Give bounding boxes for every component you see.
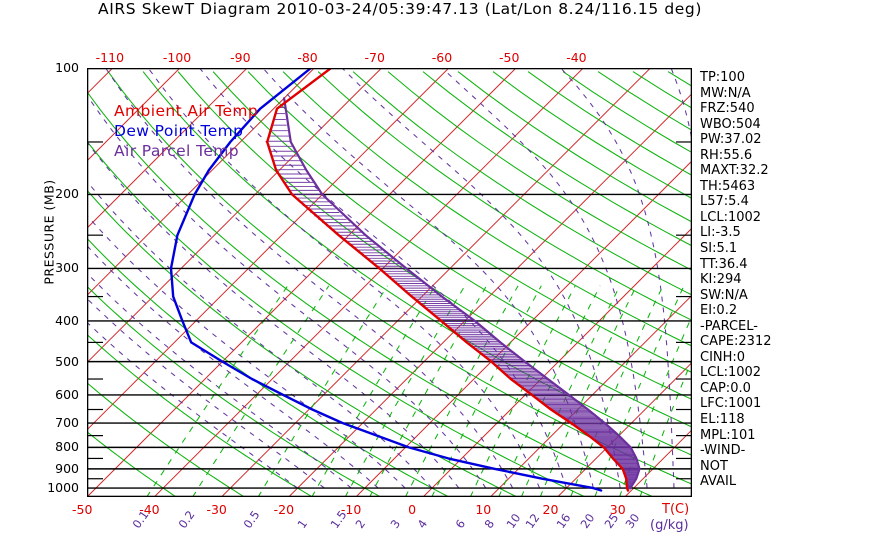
index-row-0: TP:100 — [700, 70, 745, 85]
bottom-temp-tick-10: 10 — [475, 502, 492, 517]
index-row-17: CAPE:2312 — [700, 334, 772, 350]
pressure-tick-900: 900 — [55, 460, 79, 476]
top-temp-tick--100: -100 — [162, 50, 192, 65]
pressure-tick-300: 300 — [55, 260, 79, 276]
mixing-ratio-tick-12: 12 — [522, 510, 543, 531]
mixing-ratio-tick-10: 10 — [503, 510, 524, 531]
index-row-12: TT:36.4 — [700, 256, 748, 272]
skewt-svg — [87, 68, 692, 497]
index-row-18: CINH:0 — [700, 349, 746, 365]
bottom-temp-tick--50: -50 — [72, 502, 93, 517]
index-row-14: SW:N/A — [700, 287, 748, 303]
pressure-tick-700: 700 — [55, 415, 79, 431]
mixing-ratio-tick-2: 2 — [352, 516, 368, 531]
index-row-21: LFC:1001 — [700, 396, 762, 412]
index-row-24: -WIND- — [700, 443, 746, 459]
mixing-ratio-tick-0.5: 0.5 — [240, 507, 263, 531]
index-row-20: CAP:0.0 — [700, 380, 751, 396]
index-row-1: MW:N/A — [700, 85, 751, 101]
index-row-6: MAXT:32.2 — [700, 163, 769, 179]
top-temp-tick--80: -80 — [297, 50, 318, 65]
x-axis-label-mixing-ratio: (g/kg) — [650, 518, 689, 533]
pressure-tick-600: 600 — [55, 386, 79, 402]
pressure-tick-200: 200 — [55, 186, 79, 202]
pressure-tick-800: 800 — [55, 439, 79, 455]
mixing-ratio-tick-6: 6 — [452, 516, 469, 531]
pressure-tick-100: 100 — [55, 60, 79, 75]
bottom-temp-tick--40: -40 — [139, 502, 160, 517]
index-row-9: LCL:1002 — [700, 209, 762, 225]
pressure-tick-1000: 1000 — [47, 480, 79, 496]
index-row-26: AVAIL — [700, 474, 737, 490]
sounding-indices-panel: TP:100 MW:N/A FRZ:540 WBO:504 PW:37.02 RH:55.… — [700, 70, 868, 490]
index-row-23: MPL:101 — [700, 427, 756, 443]
top-temp-tick--40: -40 — [566, 50, 587, 65]
top-temp-tick--110: -110 — [95, 50, 125, 65]
index-row-10: LI:-3.5 — [700, 225, 741, 241]
index-row-13: KI:294 — [700, 272, 742, 288]
page-title: AIRS SkewT Diagram 2010-03-24/05:39:47.1… — [98, 0, 702, 18]
top-temp-tick--50: -50 — [499, 50, 520, 65]
mixing-ratio-tick-3: 3 — [387, 516, 404, 531]
index-row-15: EI:0.2 — [700, 303, 738, 319]
mixing-ratio-tick-1: 1 — [294, 516, 311, 531]
bottom-temp-tick-20: 20 — [542, 502, 559, 517]
x-axis-label-temperature: T(C) — [662, 502, 690, 517]
mixing-ratio-tick-0.2: 0.2 — [175, 507, 198, 531]
top-temp-tick--60: -60 — [431, 50, 453, 65]
mixing-ratio-tick-4: 4 — [414, 516, 430, 531]
mixing-ratio-tick-20: 20 — [577, 510, 598, 531]
top-temp-tick--90: -90 — [230, 50, 251, 65]
mixing-ratio-tick-8: 8 — [481, 516, 497, 531]
index-row-8: L57:5.4 — [700, 194, 749, 210]
bottom-temp-tick-30: 30 — [609, 502, 626, 517]
bottom-temp-tick-0: 0 — [408, 502, 417, 517]
index-row-2: FRZ:540 — [700, 101, 755, 117]
index-row-7: TH:5463 — [700, 178, 756, 194]
bottom-temp-tick--30: -30 — [206, 502, 227, 517]
legend-air-parcel-temp: Air Parcel Temp — [114, 142, 239, 160]
index-row-5: RH:55.6 — [700, 147, 753, 163]
bottom-temp-tick--20: -20 — [273, 502, 295, 517]
legend-ambient-air-temp: Ambient Air Temp — [114, 102, 259, 120]
index-row-22: EL:118 — [700, 412, 745, 428]
top-temp-tick--70: -70 — [364, 50, 385, 65]
index-row-4: PW:37.02 — [700, 132, 762, 148]
index-row-25: NOT — [700, 458, 728, 474]
index-row-16: -PARCEL- — [700, 318, 758, 334]
pressure-tick-400: 400 — [55, 312, 79, 328]
index-row-3: WBO:504 — [700, 116, 761, 132]
legend-dew-point-temp: Dew Point Temp — [114, 122, 244, 140]
index-row-19: LCL:1002 — [700, 365, 762, 381]
skewt-plot-area — [87, 68, 692, 497]
bottom-temp-tick--10: -10 — [340, 502, 362, 517]
pressure-tick-500: 500 — [55, 353, 79, 369]
index-row-11: SI:5.1 — [700, 241, 738, 257]
